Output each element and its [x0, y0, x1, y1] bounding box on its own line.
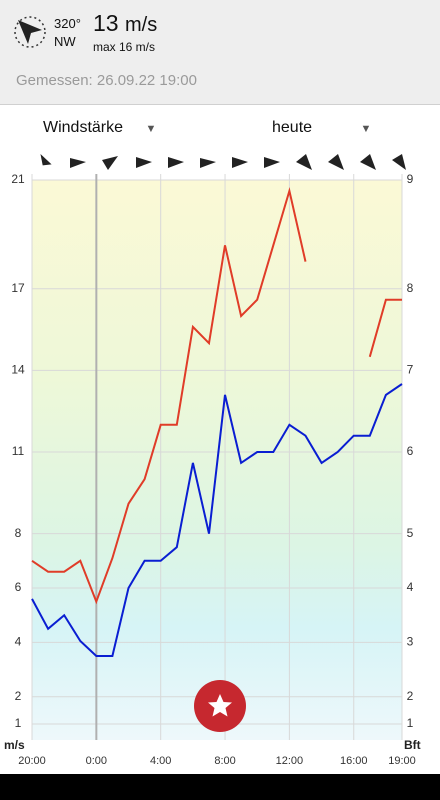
series-line	[368, 298, 402, 358]
measure-dropdown[interactable]: Windstärke ▼	[43, 119, 157, 136]
y-axis-label: m/s	[4, 738, 25, 752]
x-tick-label: 0:00	[86, 755, 107, 767]
compass-icon	[14, 16, 46, 48]
series-line	[31, 186, 307, 605]
direction-deg: 320°	[54, 16, 81, 31]
direction: NW	[54, 34, 76, 49]
y-tick-label: 17	[11, 281, 25, 295]
period-dropdown[interactable]: heute ▼	[272, 119, 372, 136]
y2-axis-label: Bft	[404, 738, 421, 752]
y-tick-label: 11	[12, 444, 25, 458]
series-line	[31, 383, 403, 657]
y2-tick-label: 7	[407, 363, 414, 377]
y-tick-label: 8	[15, 526, 22, 540]
x-tick-label: 20:00	[18, 755, 46, 767]
x-tick-label: 19:00	[388, 755, 416, 767]
x-tick-label: 4:00	[150, 755, 171, 767]
y-tick-label: 4	[15, 635, 22, 649]
header: 320° NW 13 m/s max 16 m/s Gemessen: 26.0…	[0, 0, 440, 105]
wind-arrows	[40, 153, 406, 170]
period-label[interactable]: heute	[272, 119, 313, 136]
y2-tick-label: 4	[407, 580, 414, 594]
y-tick-label: 14	[11, 363, 25, 377]
y-tick-label: 1	[15, 716, 22, 730]
y2-tick-label: 9	[407, 172, 414, 186]
y2-tick-label: 3	[407, 635, 414, 649]
y2-tick-label: 1	[407, 716, 414, 730]
speed-value: 13	[93, 10, 119, 36]
y-tick-label: 6	[15, 580, 22, 594]
y-tick-label: 2	[15, 689, 22, 703]
nav-bar	[0, 774, 440, 800]
y2-tick-label: 6	[407, 444, 414, 458]
x-tick-label: 12:00	[276, 755, 304, 767]
x-tick-label: 8:00	[214, 755, 235, 767]
measure-label[interactable]: Windstärke	[43, 119, 124, 136]
y2-tick-label: 2	[407, 689, 414, 703]
y2-tick-label: 5	[407, 526, 414, 540]
y2-tick-label: 8	[407, 281, 414, 295]
measured-time: Gemessen: 26.09.22 19:00	[16, 72, 197, 89]
speed: 13 m/s	[93, 10, 157, 37]
speed-unit: m/s	[124, 14, 158, 36]
lines	[31, 186, 403, 657]
star-icon[interactable]	[208, 694, 232, 717]
y-tick-label: 21	[11, 172, 25, 186]
x-tick-label: 16:00	[340, 755, 368, 767]
max-speed: max 16 m/s	[93, 40, 156, 54]
